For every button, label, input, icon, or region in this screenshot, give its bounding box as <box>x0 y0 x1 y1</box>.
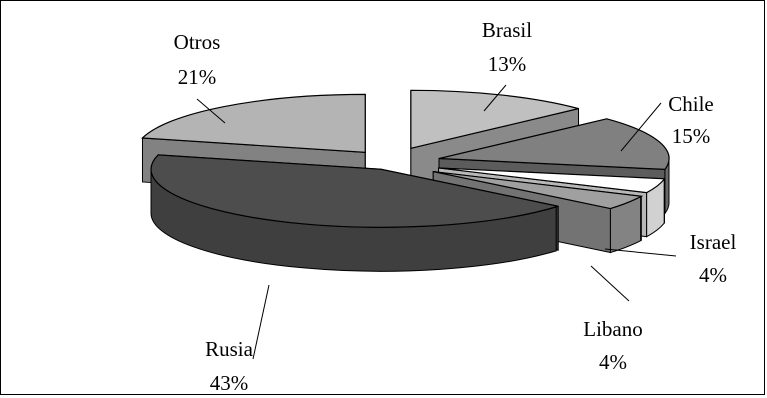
slice-value-chile: 15% <box>672 124 711 148</box>
slice-label-rusia: Rusia <box>205 337 254 361</box>
leader-line-rusia <box>252 284 270 360</box>
slice-value-rusia: 43% <box>210 371 249 395</box>
pie-slice-rusia <box>150 154 559 272</box>
leader-line-chile <box>620 102 662 152</box>
slice-label-otros: Otros <box>174 30 221 54</box>
leader-line-libano <box>590 265 630 302</box>
leader-line-brasil <box>483 84 507 112</box>
slice-label-israel: Israel <box>690 230 737 254</box>
slice-value-israel: 4% <box>699 263 727 287</box>
slice-value-libano: 4% <box>599 350 627 374</box>
slice-label-brasil: Brasil <box>482 18 532 42</box>
slice-value-otros: 21% <box>178 65 217 89</box>
leader-line-israel <box>604 248 677 257</box>
slice-label-chile: Chile <box>668 92 714 116</box>
slice-label-libano: Libano <box>583 317 642 341</box>
slice-value-brasil: 13% <box>488 52 527 76</box>
leader-line-otros <box>196 98 226 124</box>
